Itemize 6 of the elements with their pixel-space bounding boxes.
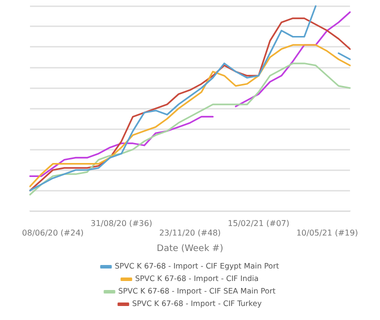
x-tick-label: 15/02/21 (#07) [228,218,290,228]
x-axis-title: Date (Week #) [156,244,224,254]
x-tick-label: 31/08/20 (#36) [90,218,152,228]
x-tick-label: 23/11/20 (#48) [159,228,221,238]
x-tick-label: 10/05/21 (#19) [296,228,358,238]
x-tick-label: 08/06/20 (#24) [22,228,84,238]
